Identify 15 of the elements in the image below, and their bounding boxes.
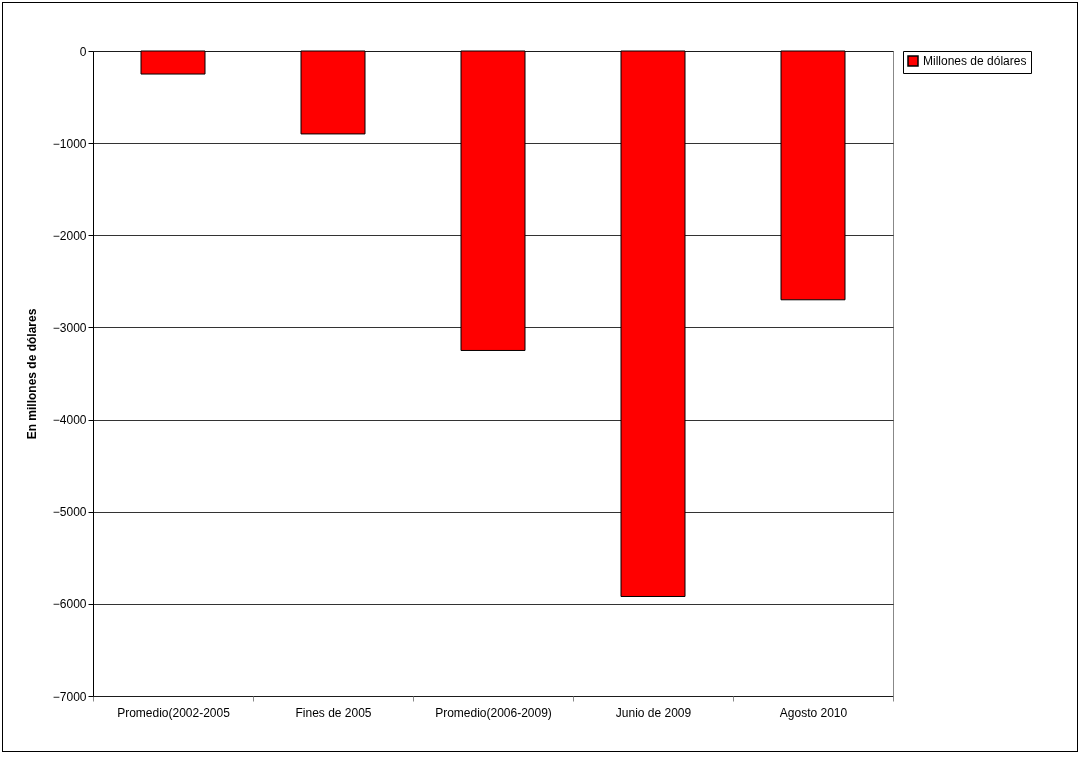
legend-label: Millones de dólares (923, 54, 1027, 68)
y-tick-label: −2000 (52, 228, 87, 243)
y-tick-label: −6000 (52, 597, 87, 612)
x-tick-label: Promedio(2002-2005 (117, 705, 231, 720)
x-tick-label: Junio de 2009 (615, 705, 692, 720)
y-tick-label: 0 (79, 44, 87, 59)
y-tick-label: −4000 (52, 413, 87, 428)
y-tick-label: −5000 (52, 505, 87, 520)
y-axis-title: En millones de dólares (24, 308, 39, 440)
x-tick-label: Promedio(2006-2009) (435, 705, 552, 720)
y-tick-label: −3000 (52, 320, 87, 335)
y-tick-label: −7000 (52, 689, 87, 704)
y-tick-label: −1000 (52, 136, 87, 151)
x-tick-label: Agosto 2010 (779, 705, 848, 720)
x-tick-label: Fines de 2005 (295, 705, 372, 720)
